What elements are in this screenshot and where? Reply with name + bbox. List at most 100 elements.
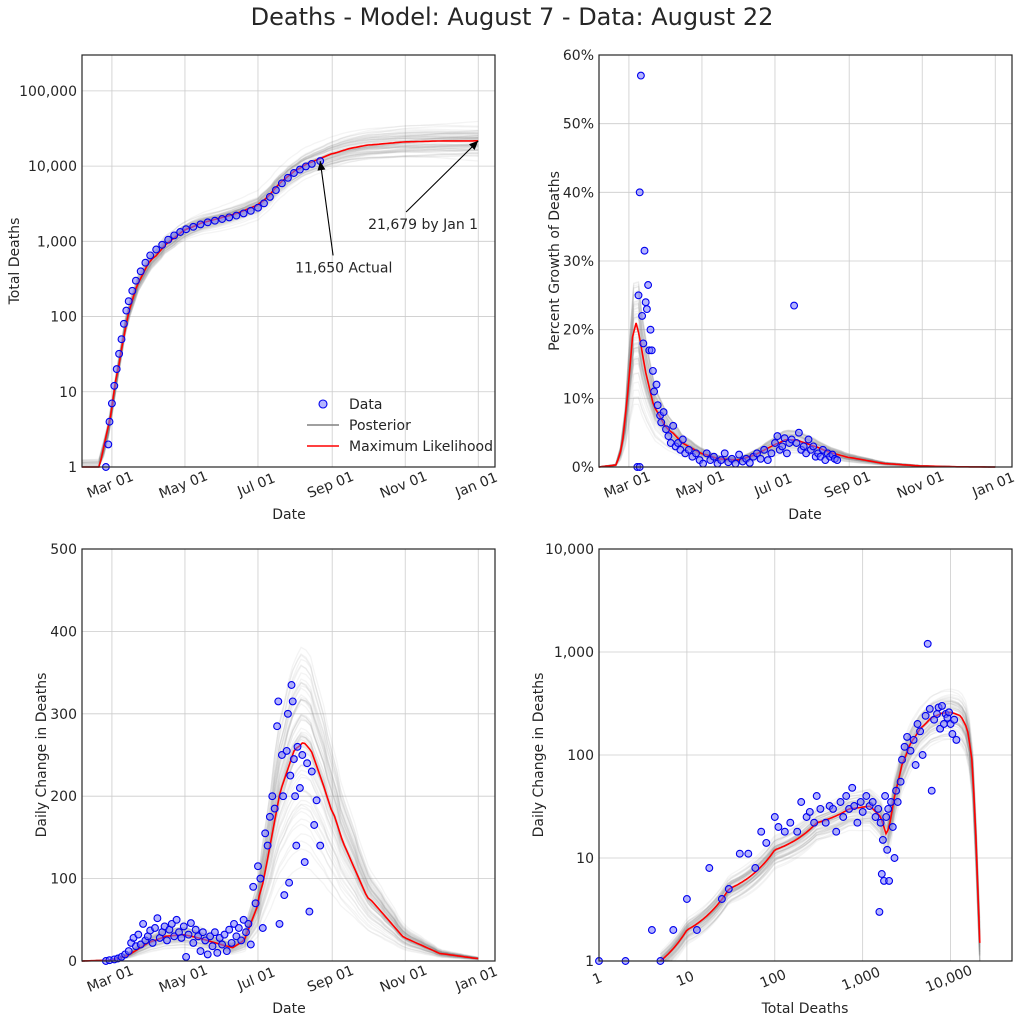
phase-data-point-57 <box>892 786 901 795</box>
total-xtick-5: Jan 01 <box>452 470 500 502</box>
panel-daily-vs-total: 1 10 100 1,000 10,000 1 10 100 1,000 10,000 Total… <box>531 542 1013 1017</box>
growth-data-point-66 <box>799 442 808 451</box>
phase-posterior-34 <box>660 733 981 962</box>
phase-data-point-9 <box>724 885 733 893</box>
phase-data-point-37 <box>856 798 865 806</box>
growth-ytick-3: 30% <box>563 254 594 270</box>
phase-posterior-25 <box>660 720 981 962</box>
phase-posterior-28 <box>659 701 981 959</box>
phase-data-point-72 <box>927 786 936 795</box>
total-data-point-30 <box>246 206 255 215</box>
daily-data-point-79 <box>288 697 297 706</box>
total-data-point-3 <box>107 399 116 408</box>
phase-data-point-52 <box>884 804 893 813</box>
daily-data-point-36 <box>196 947 205 956</box>
phase-data-point-43 <box>874 804 883 813</box>
daily-data-point-78 <box>287 681 296 689</box>
daily-data-point-68 <box>273 722 282 731</box>
daily-data-point-87 <box>303 759 312 768</box>
phase-data-point-12 <box>751 864 760 872</box>
total-data-point-25 <box>210 216 219 225</box>
daily-ytick-3: 300 <box>50 707 77 723</box>
phase-ytick-1: 10 <box>576 851 594 867</box>
phase-data-point-56 <box>890 854 899 862</box>
growth-data-point-47 <box>745 458 754 467</box>
phase-posterior-0 <box>660 735 981 962</box>
legend: Data Posterior Maximum Likelihood <box>307 397 493 455</box>
daily-data-point-33 <box>189 938 198 947</box>
phase-data-point-18 <box>786 818 795 827</box>
growth-data-point-50 <box>756 454 765 463</box>
phase-posterior-12 <box>659 719 981 961</box>
daily-posterior-12 <box>81 818 479 962</box>
daily-posterior-35 <box>81 748 479 962</box>
total-posterior-44 <box>82 154 479 468</box>
growth-data-point-20 <box>659 408 668 417</box>
phase-data-point-51 <box>883 845 892 854</box>
daily-data-point-84 <box>295 784 304 792</box>
daily-data-point-82 <box>292 841 301 850</box>
total-posterior-53 <box>82 148 479 468</box>
phase-data-point-5 <box>682 895 691 903</box>
total-data-point-10 <box>124 297 133 306</box>
growth-data-point-14 <box>648 366 657 375</box>
annotation-actual: 11,650 Actual <box>295 260 392 276</box>
total-data-point-31 <box>254 203 262 212</box>
phase-data-point-70 <box>923 639 932 648</box>
daily-posterior-3 <box>81 764 479 962</box>
daily-data-point-10 <box>134 930 143 939</box>
daily-data-point-47 <box>222 947 231 956</box>
daily-data-points <box>101 681 325 965</box>
phase-posterior-4 <box>660 738 981 962</box>
growth-frame <box>598 54 1013 468</box>
phase-xtick-2: 100 <box>758 967 789 992</box>
total-ytick-2: 100 <box>50 310 77 326</box>
total-data-point-37 <box>289 169 298 177</box>
daily-ytick-0: 0 <box>68 954 77 970</box>
annotation-forecast: 21,679 by Jan 1 <box>368 217 478 233</box>
total-data-point-1 <box>104 440 113 449</box>
total-data-point-9 <box>122 306 131 315</box>
daily-xtick-1: May 01 <box>157 962 210 996</box>
total-grid <box>82 55 495 468</box>
daily-data-point-85 <box>298 751 307 759</box>
total-data-point-27 <box>225 213 234 222</box>
growth-data-point-12 <box>646 325 655 334</box>
daily-posterior-18 <box>81 773 479 962</box>
daily-posterior-23 <box>81 764 479 962</box>
phase-posterior-33 <box>660 720 981 962</box>
phase-posterior-9 <box>659 702 981 955</box>
growth-data-point-43 <box>731 459 740 468</box>
daily-data-point-92 <box>316 841 325 850</box>
daily-data-point-16 <box>148 938 157 947</box>
total-data-point-33 <box>265 192 274 201</box>
total-posterior-31 <box>81 120 479 462</box>
phase-data-point-55 <box>888 823 897 831</box>
total-ylabel: Total Deaths <box>7 218 23 306</box>
phase-posterior-50 <box>660 722 981 962</box>
total-annotations: 11,650 Actual 21,679 by Jan 1 <box>295 140 479 276</box>
total-posterior-64 <box>82 155 479 468</box>
daily-data-point-89 <box>307 767 316 776</box>
growth-ytick-0: 0% <box>572 460 594 476</box>
phase-data-point-36 <box>853 818 862 827</box>
growth-data-point-17 <box>653 401 662 410</box>
daily-posterior-lines <box>81 646 479 962</box>
total-posterior-66 <box>81 135 479 468</box>
growth-data-point-44 <box>735 450 744 459</box>
phase-posterior-65 <box>660 718 981 962</box>
daily-posterior-69 <box>81 803 479 962</box>
total-data-point-5 <box>112 365 121 374</box>
daily-posterior-9 <box>81 799 479 962</box>
daily-posterior-48 <box>81 790 479 962</box>
daily-xtick-4: Nov 01 <box>378 963 430 996</box>
growth-data-point-9 <box>642 305 651 314</box>
daily-data-point-43 <box>213 948 222 957</box>
phase-data-point-24 <box>812 792 821 800</box>
growth-xtick-3: Sep 01 <box>822 469 873 502</box>
daily-data-point-83 <box>293 742 302 751</box>
daily-data-point-18 <box>153 914 162 923</box>
total-xtick-1: May 01 <box>157 468 210 502</box>
growth-data-point-21 <box>662 425 670 434</box>
daily-posterior-66 <box>81 807 479 962</box>
